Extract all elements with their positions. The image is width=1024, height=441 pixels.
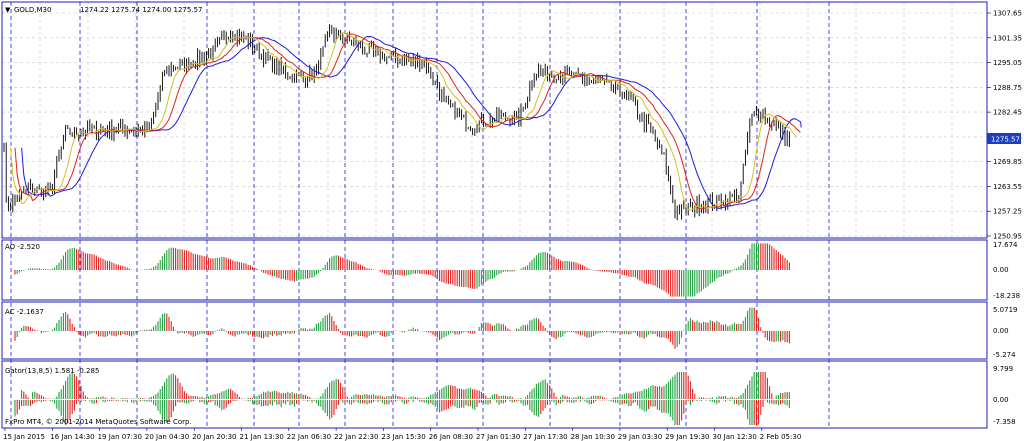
price-panel-frame [1,1,988,239]
time-axis-label: 19 Jan 07:30 [98,433,142,441]
alligator-lips-line [10,31,797,211]
ao-scale-bottom: -18.238 [993,292,1020,300]
gator-scale-top: 9.799 [993,365,1013,373]
ac-histogram [14,307,790,349]
alligator-jaw-line [21,35,802,210]
price-scale-label: 1263.55 [993,183,1022,191]
time-axis-label: 22 Jan 06:30 [287,433,331,441]
time-axis-label: 27 Jan 17:30 [523,433,567,441]
ac-label: AC -2.1637 [5,308,44,316]
ao-panel-frame [1,239,988,301]
ao-scale-top: 17.674 [993,241,1018,249]
time-axis-label: 20 Jan 04:30 [145,433,189,441]
time-axis-label: 29 Jan 19:30 [665,433,709,441]
ac-scale-top: 5.0719 [993,306,1018,314]
time-axis-label: 30 Jan 12:30 [713,433,757,441]
symbol-menu-icon[interactable]: ▼ [5,6,11,14]
time-axis-label: 21 Jan 13:30 [240,433,284,441]
symbol-title: GOLD,M30 [14,6,51,14]
time-axis-label: 23 Jan 15:30 [381,433,425,441]
gator-panel-frame [1,360,988,429]
price-scale-label: 1250.95 [993,233,1022,241]
price-scale-label: 1288.75 [993,84,1022,92]
price-scale-label: 1307.65 [993,10,1022,18]
price-scale: 1307.651301.351295.051288.751282.451276.… [987,10,1022,241]
time-axis-label: 2 Feb 05:30 [760,433,801,441]
current-price-box [987,133,1021,144]
time-axis: 15 Jan 2015 16 Jan 14:30 19 Jan 07:30 20 Ja… [3,428,801,441]
current-price-label: 1275.57 [991,136,1020,144]
time-axis-label: 28 Jan 10:30 [571,433,615,441]
ac-panel-frame [1,301,988,360]
gator-histogram [14,372,790,425]
gator-scale-bottom: -7.358 [993,418,1016,426]
time-axis-label: 22 Jan 22:30 [334,433,378,441]
alligator-teeth-line [14,33,801,210]
ao-histogram [14,243,790,297]
ac-scale-bottom: -5.274 [993,351,1016,359]
time-axis-label: 15 Jan 2015 [3,433,45,441]
price-scale-label: 1295.05 [993,59,1022,67]
price-scale-label: 1257.25 [993,208,1022,216]
time-axis-label: 16 Jan 14:30 [50,433,94,441]
time-axis-label: 20 Jan 20:30 [192,433,236,441]
time-axis-label: 26 Jan 08:30 [429,433,473,441]
price-scale-label: 1282.45 [993,109,1022,117]
ohlc-readout: 1274.22 1275.74 1274.00 1275.57 [80,6,202,14]
ac-scale-zero: 0.00 [993,327,1009,335]
footer-copyright: FxPro MT4, © 2001-2014 MetaQuotes Softwa… [5,418,192,426]
price-scale-label: 1301.35 [993,34,1022,42]
ao-label: AO -2.520 [5,243,40,251]
gator-label: Gator(13,8,5) 1.581 -0.285 [5,367,99,375]
price-scale-label: 1269.85 [993,158,1022,166]
price-series [3,24,802,221]
time-axis-label: 27 Jan 01:30 [476,433,520,441]
gator-scale-zero: 0.00 [993,396,1009,404]
ao-scale-zero: 0.00 [993,266,1009,274]
time-axis-label: 29 Jan 03:30 [618,433,662,441]
